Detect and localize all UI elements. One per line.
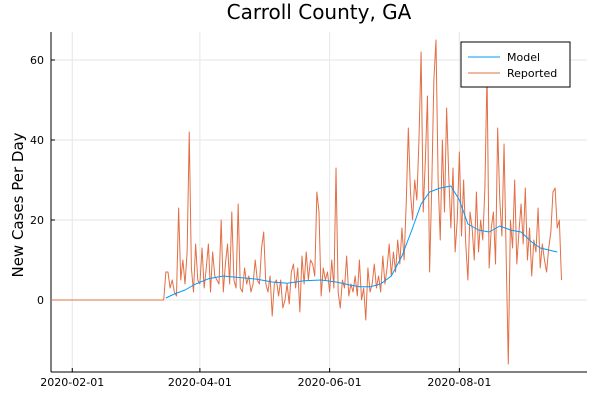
- x-tick-label: 2020-04-01: [168, 376, 232, 389]
- y-axis-label: New Cases Per Day: [9, 132, 27, 277]
- y-tick-label: 0: [37, 294, 44, 307]
- y-tick-label: 60: [30, 54, 44, 67]
- legend: Model Reported: [460, 41, 571, 88]
- y-tick-label: 20: [30, 214, 44, 227]
- chart-title: Carroll County, GA: [227, 0, 412, 24]
- series-line-reported: [51, 39, 562, 365]
- legend-label-reported: Reported: [507, 67, 557, 80]
- y-tick-label: 40: [30, 134, 44, 147]
- series-lines: [51, 39, 562, 365]
- tick-labels: 2020-02-01 2020-04-01 2020-06-01 2020-08-01…: [30, 54, 491, 389]
- x-tick-label: 2020-02-01: [40, 376, 104, 389]
- x-tick-label: 2020-06-01: [298, 376, 362, 389]
- legend-label-model: Model: [507, 51, 540, 64]
- x-tick-label: 2020-08-01: [427, 376, 491, 389]
- series-line-model: [165, 185, 558, 299]
- legend-box: [460, 41, 571, 88]
